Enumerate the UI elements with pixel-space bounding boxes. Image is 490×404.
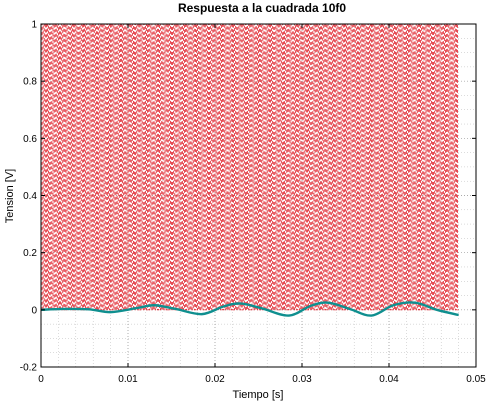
x-tick-label: 0.03 [292,374,312,385]
input-square-wave-line [40,23,459,311]
y-tick-label: 0.8 [23,77,37,88]
y-axis-ticks: -0.2 0 0.2 0.4 0.6 0.8 1 [20,20,476,374]
x-tick-label: 0.01 [118,374,138,385]
y-tick-label: 0.2 [23,248,37,259]
x-axis-label: Tiempo [s] [233,389,284,401]
output-series [40,301,459,317]
chart-title: Respuesta a la cuadrada 10f0 [178,1,346,15]
y-tick-label: -0.2 [20,363,38,374]
y-tick-label: 0.4 [23,191,37,202]
output-response-line [40,301,459,317]
x-tick-label: 0.02 [205,374,225,385]
x-axis-ticks: 0 0.01 0.02 0.03 0.04 0.05 [38,24,486,385]
x-tick-label: 0.04 [379,374,399,385]
x-tick-label: 0.05 [466,374,486,385]
y-tick-label: 1 [31,20,37,31]
y-tick-label: 0.6 [23,134,37,145]
input-series [40,23,459,311]
x-tick-label: 0 [38,374,44,385]
y-tick-label: 0 [31,305,37,316]
y-axis-label: Tension [V] [4,169,16,223]
